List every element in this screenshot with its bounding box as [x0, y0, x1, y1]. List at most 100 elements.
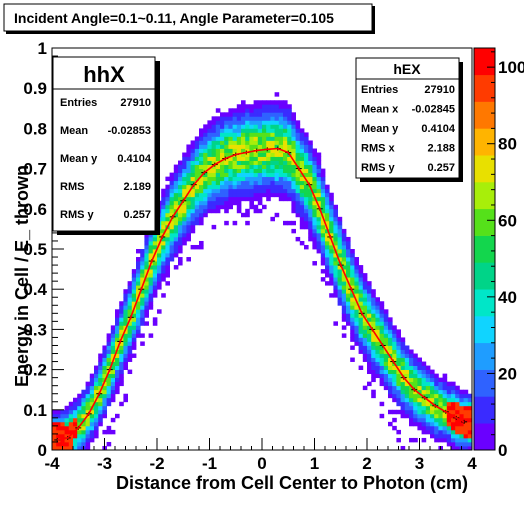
heatmap-cell — [283, 108, 288, 113]
heatmap-cell — [270, 180, 275, 186]
heatmap-cell — [186, 188, 191, 194]
heatmap-cell — [442, 425, 448, 431]
heatmap-cell — [316, 192, 322, 198]
heatmap-cell — [379, 369, 385, 375]
heatmap-cell — [383, 309, 389, 314]
heatmap-cell — [182, 176, 187, 182]
heatmap-cell — [329, 261, 334, 266]
heatmap-cell — [358, 349, 364, 354]
heatmap-cell — [169, 180, 175, 186]
heatmap-cell — [392, 377, 397, 383]
heatmap-cell — [199, 220, 204, 226]
heatmap-cell — [333, 269, 338, 274]
heatmap-cell — [224, 124, 229, 129]
heatmap-cell — [459, 421, 464, 427]
heatmap-cell — [110, 369, 116, 375]
heatmap-cell — [341, 289, 347, 294]
heatmap-cell — [102, 373, 107, 379]
heatmap-cell — [358, 297, 364, 302]
heatmap-cell — [144, 257, 149, 262]
heatmap-cell — [383, 381, 389, 387]
heatmap-cell — [85, 409, 91, 415]
heatmap-cell — [89, 389, 95, 395]
heatmap-cell — [161, 273, 166, 278]
heatmap-cell — [417, 421, 422, 427]
heatmap-cell — [266, 172, 271, 178]
heatmap-cell — [186, 172, 191, 178]
heatmap-cell — [291, 132, 296, 137]
heatmap-cell — [73, 421, 78, 427]
heatmap-cell — [194, 216, 200, 222]
heatmap-cell — [110, 349, 116, 354]
heatmap-cell — [430, 417, 435, 423]
heatmap-cell — [60, 433, 65, 439]
stats-label: Mean — [60, 125, 88, 137]
heatmap-cell — [211, 164, 217, 169]
heatmap-cell — [308, 232, 313, 238]
heatmap-cell — [215, 140, 221, 145]
heatmap-cell — [127, 305, 133, 310]
heatmap-cell — [110, 361, 116, 366]
heatmap-cell — [455, 385, 460, 391]
heatmap-cell — [320, 196, 326, 202]
heatmap-cell — [68, 433, 74, 439]
heatmap-cell — [207, 156, 212, 161]
heatmap-cell — [115, 317, 120, 322]
heatmap-cell — [102, 353, 107, 358]
heatmap-cell — [388, 341, 393, 346]
heatmap-cell — [413, 365, 418, 370]
heatmap-cell — [73, 433, 78, 439]
heatmap-cell — [438, 429, 443, 435]
palette-tick-label: 40 — [498, 288, 517, 307]
heatmap-cell — [266, 184, 271, 190]
heatmap-cell — [140, 261, 145, 266]
heatmap-cell — [186, 257, 191, 262]
heatmap-cell — [295, 188, 301, 194]
heatmap-cell — [241, 140, 246, 145]
heatmap-cell — [325, 257, 330, 262]
heatmap-cell — [245, 132, 250, 137]
heatmap-cell — [274, 136, 280, 141]
heatmap-cell — [253, 164, 259, 169]
heatmap-cell — [341, 301, 347, 306]
heatmap-cell — [106, 377, 112, 383]
heatmap-cell — [421, 437, 427, 443]
canvas-title-text: Incident Angle=0.1~0.11, Angle Parameter… — [14, 10, 334, 26]
x-tick-label: -3 — [97, 454, 112, 473]
heatmap-cell — [371, 365, 376, 370]
heatmap-cell — [341, 305, 347, 310]
heatmap-cell — [362, 313, 368, 318]
heatmap-cell — [392, 409, 397, 415]
heatmap-cell — [199, 180, 204, 186]
heatmap-cell — [157, 269, 162, 274]
heatmap-cell — [123, 365, 128, 370]
heatmap-cell — [77, 429, 82, 435]
heatmap-cell — [396, 397, 401, 403]
heatmap-cell — [346, 249, 351, 254]
heatmap-cell — [190, 180, 196, 186]
heatmap-cell — [316, 196, 322, 202]
heatmap-cell — [413, 373, 418, 379]
stats-label: Mean y — [361, 123, 399, 135]
heatmap-cell — [358, 269, 364, 274]
heatmap-cell — [455, 425, 460, 431]
heatmap-cell — [274, 152, 280, 157]
heatmap-cell — [400, 365, 406, 370]
heatmap-cell — [169, 244, 175, 250]
heatmap-cell — [430, 381, 435, 387]
heatmap-cell — [161, 257, 166, 262]
heatmap-cell — [463, 397, 469, 403]
y-tick-label: 0.1 — [23, 401, 47, 420]
heatmap-cell — [64, 441, 70, 447]
heatmap-cell — [421, 381, 427, 387]
heatmap-cell — [190, 140, 196, 145]
heatmap-cell — [203, 156, 208, 161]
heatmap-cell — [178, 176, 183, 182]
heatmap-cell — [98, 421, 103, 427]
heatmap-cells — [52, 92, 473, 451]
heatmap-cell — [64, 445, 70, 451]
heatmap-cell — [257, 172, 263, 178]
heatmap-cell — [337, 228, 343, 234]
heatmap-cell — [392, 337, 397, 342]
heatmap-cell — [186, 148, 191, 153]
